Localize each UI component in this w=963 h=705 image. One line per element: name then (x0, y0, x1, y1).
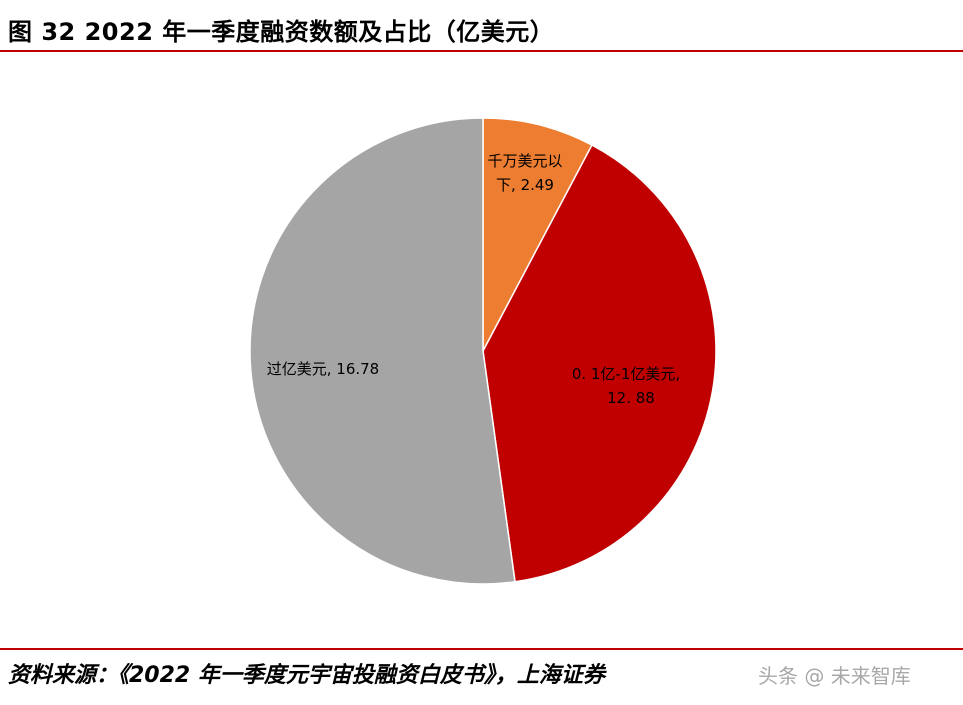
source-note: 资料来源：《2022 年一季度元宇宙投融资白皮书》，上海证券 (8, 663, 605, 688)
slice-label-over-100m: 过亿美元, 16.78 (267, 360, 379, 378)
slice-over-100m (249, 117, 516, 585)
slice-10m-100m (482, 144, 717, 583)
slice-label-under-10m-line1: 千万美元以 (487, 152, 562, 170)
chart-title: 图 32 2022 年一季度融资数额及占比（亿美元） (8, 18, 555, 46)
slice-label-10m-100m-line1: 0. 1亿-1亿美元, (572, 365, 680, 383)
watermark: 头条 @ 未来智库 (758, 664, 911, 688)
bottom-divider (0, 648, 963, 650)
top-divider (0, 50, 963, 52)
slice-label-under-10m-line2: 下, 2.49 (496, 176, 554, 194)
slice-under-10m (482, 117, 593, 352)
slice-label-10m-100m-line2: 12. 88 (607, 389, 655, 407)
